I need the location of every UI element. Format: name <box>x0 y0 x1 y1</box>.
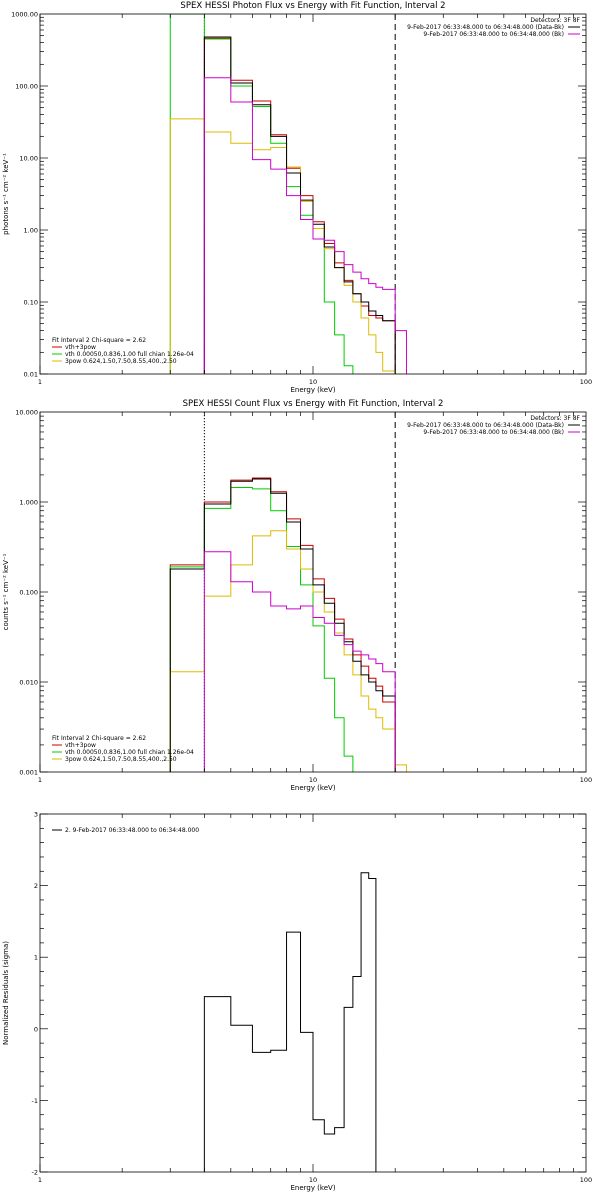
y-tick-label: 1 <box>34 954 38 962</box>
y-tick-label: 10.000 <box>15 409 38 417</box>
chart-panel-3: 1 10 100 Energy (keV) -2 -1 0 1 2 3 Normalized Res… <box>2 811 592 1193</box>
x-axis: 1 10 100 Energy (keV) <box>38 814 592 1192</box>
x-tick-label: 10 <box>309 378 317 386</box>
fit-legend-entry: vth 0.00050,0.836,1.00 full chian 1.26e-… <box>65 351 194 358</box>
y-axis-label: counts s⁻¹ cm⁻² keV⁻¹ <box>2 553 10 630</box>
fit-legend-header: Fit Interval 2 Chi-square = 2.62 <box>52 735 146 742</box>
legend-entry: 9-Feb-2017 06:33:48.000 to 06:34:48.000 … <box>423 429 564 436</box>
y-tick-label: 3 <box>34 811 38 819</box>
plot-area <box>203 872 377 1172</box>
y-axis-label: photons s⁻¹ cm⁻² keV⁻¹ <box>2 153 10 235</box>
y-tick-label: -1 <box>32 1097 38 1105</box>
y-tick-label: 2 <box>34 882 38 890</box>
series-vth <box>169 486 354 772</box>
y-axis: 0.001 0.010 0.100 1.000 10.000 counts s⁻¹ cm⁻… <box>2 409 586 777</box>
legend-entry: 9-Feb-2017 06:33:48.000 to 06:34:48.000 … <box>407 24 564 31</box>
y-tick-label: 0.010 <box>19 679 38 687</box>
chart-panel-1: SPEX HESSI Photon Flux vs Energy with Fi… <box>2 1 592 394</box>
fit-legend-entry: vth+3pow <box>65 742 96 749</box>
x-tick-label: 100 <box>580 776 592 784</box>
chart-title: SPEX HESSI Count Flux vs Energy with Fit… <box>183 399 444 409</box>
x-tick-label: 10 <box>309 776 317 784</box>
x-tick-label: 1 <box>38 378 42 386</box>
series-vth <box>169 14 354 374</box>
plot-area <box>169 14 407 374</box>
y-tick-label: 0.001 <box>19 769 38 777</box>
plot-frame <box>39 411 587 773</box>
x-tick-label: 1 <box>38 1176 42 1184</box>
series-data-bk <box>203 36 396 374</box>
y-tick-label: 1.000 <box>19 499 38 507</box>
series-3pow <box>169 530 407 772</box>
x-tick-label: 100 <box>580 378 592 386</box>
chart-panel-2: SPEX HESSI Count Flux vs Energy with Fit… <box>2 399 592 792</box>
y-axis-label: Normalized Residuals (sigma) <box>2 941 10 1045</box>
fit-legend-header: Fit Interval 2 Chi-square = 2.62 <box>52 337 146 344</box>
series-vth-3pow <box>203 37 396 374</box>
fit-legend-entry: vth 0.00050,0.836,1.00 full chian 1.26e-… <box>65 749 194 756</box>
detectors-label: Detectors: 3F 8F <box>530 415 580 422</box>
y-axis: 0.01 0.10 1.00 10.00 100.00 1000.00 photons s⁻… <box>2 11 586 379</box>
x-tick-label: 100 <box>580 1176 592 1184</box>
series-bk <box>203 551 396 772</box>
legend-entry: 9-Feb-2017 06:33:48.000 to 06:34:48.000 … <box>423 31 564 38</box>
x-axis: 1 10 100 Energy (keV) <box>38 14 592 394</box>
x-axis-label: Energy (keV) <box>290 1184 335 1192</box>
y-tick-label: 0 <box>34 1025 38 1033</box>
y-tick-label: 100.00 <box>15 83 38 91</box>
x-tick-label: 10 <box>309 1176 317 1184</box>
y-tick-label: 1.00 <box>24 227 38 235</box>
detectors-label: Detectors: 3F 8F <box>530 17 580 24</box>
fit-legend-entry: vth+3pow <box>65 344 96 351</box>
y-tick-label: -2 <box>32 1169 38 1177</box>
series-residuals <box>203 872 377 1172</box>
y-axis: -2 -1 0 1 2 3 Normalized Residuals (sigma) <box>2 811 586 1177</box>
legend-entry: 2. 9-Feb-2017 06:33:48.000 to 06:34:48.0… <box>65 827 199 834</box>
fit-legend-entry: 3pow 0.624,1.50,7.50,8.55,400.,2.50 <box>65 358 177 365</box>
y-tick-label: 0.100 <box>19 589 38 597</box>
x-axis-label: Energy (keV) <box>290 784 335 792</box>
y-tick-label: 1000.00 <box>11 11 38 19</box>
y-tick-label: 10.00 <box>19 155 38 163</box>
chart-title: SPEX HESSI Photon Flux vs Energy with Fi… <box>180 1 445 11</box>
plot-frame <box>39 813 587 1173</box>
legend-entry: 9-Feb-2017 06:33:48.000 to 06:34:48.000 … <box>407 422 564 429</box>
fit-legend-entry: 3pow 0.624,1.50,7.50,8.55,400.,2.50 <box>65 756 177 763</box>
plot-frame <box>39 13 587 375</box>
series-bk <box>203 77 407 374</box>
x-tick-label: 1 <box>38 776 42 784</box>
x-axis-label: Energy (keV) <box>290 386 335 394</box>
series-3pow <box>169 118 407 374</box>
y-tick-label: 0.10 <box>24 299 38 307</box>
y-tick-label: 0.01 <box>24 371 38 379</box>
plot-area <box>169 412 407 772</box>
series-data-bk <box>169 478 396 772</box>
